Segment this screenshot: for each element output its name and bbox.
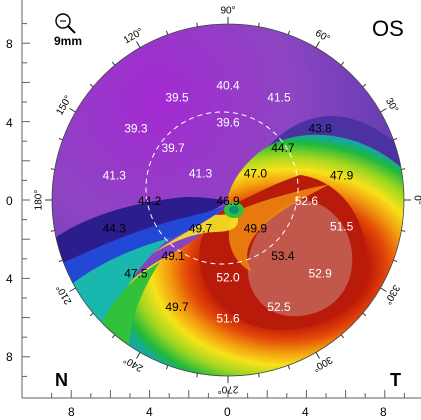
- degree-tick: [136, 41, 141, 48]
- keratometry-reading: 44.2: [138, 194, 162, 208]
- degree-tick: [111, 334, 116, 339]
- keratometry-reading: 40.4: [216, 78, 240, 92]
- degree-tick: [362, 312, 367, 317]
- degree-tick: [380, 108, 387, 113]
- keratometry-reading: 39.7: [161, 141, 185, 155]
- corner-label-temporal: T: [390, 370, 401, 390]
- keratometry-reading: 49.7: [189, 222, 213, 236]
- degree-tick: [165, 365, 169, 370]
- left-axis-tick: 4: [6, 272, 13, 286]
- zone-orange-ring: [228, 184, 330, 272]
- keratometry-reading: 52.5: [267, 300, 291, 314]
- keratometry-reading: 41.3: [189, 167, 213, 181]
- degree-tick: [58, 259, 63, 263]
- degree-label: 270°: [218, 383, 239, 394]
- bottom-axis-tick: 0: [224, 405, 231, 419]
- degree-tick: [401, 230, 406, 232]
- degree-label: 0°: [411, 195, 421, 205]
- degree-tick: [58, 137, 63, 141]
- degree-tick: [89, 83, 94, 88]
- bottom-axis-tick: 8: [68, 405, 75, 419]
- keratometry-reading: 39.5: [165, 90, 189, 104]
- keratometry-reading: 43.8: [308, 122, 332, 136]
- keratometry-reading: 47.5: [124, 267, 148, 281]
- keratometry-reading: 39.6: [216, 116, 240, 130]
- axis-minor-ticks: [22, 23, 405, 398]
- bottom-axis-tick: 8: [380, 405, 387, 419]
- degree-tick: [69, 287, 76, 292]
- degree-tick: [50, 168, 55, 170]
- zoom-label: 9mm: [54, 34, 82, 48]
- degree-tick: [136, 352, 141, 359]
- pupil-dashed-ring: [145, 111, 299, 265]
- left-axis-tick: 8: [6, 350, 13, 364]
- left-axis-tick: 4: [6, 116, 13, 130]
- keratometry-reading: 39.3: [124, 122, 148, 136]
- degree-tick: [401, 168, 406, 170]
- left-axis-tick: 0: [6, 194, 13, 208]
- degree-tick: [393, 137, 398, 141]
- degree-ticks: [45, 17, 411, 383]
- keratometry-reading: 49.9: [244, 222, 268, 236]
- keratometry-reading: 53.4: [271, 249, 295, 263]
- degree-tick: [89, 312, 94, 317]
- degree-tick: [315, 41, 320, 48]
- degree-tick: [50, 230, 55, 232]
- keratometry-reading: 51.6: [216, 312, 240, 326]
- degree-tick: [69, 108, 76, 113]
- degree-tick: [111, 61, 116, 66]
- degree-tick: [393, 259, 398, 263]
- degree-tick: [165, 30, 169, 35]
- keratometry-reading: 41.3: [103, 169, 127, 183]
- degree-tick: [287, 365, 291, 370]
- degree-tick: [287, 30, 291, 35]
- degree-label: 180°: [34, 190, 45, 211]
- keratometry-reading: 51.5: [330, 220, 354, 234]
- zoom-magnifier-icon[interactable]: [55, 13, 76, 34]
- keratometry-reading: 52.6: [295, 194, 319, 208]
- left-axis-tick: 8: [6, 37, 13, 51]
- degree-tick: [196, 373, 198, 378]
- topography-disc: [52, 24, 404, 376]
- degree-tick: [196, 22, 198, 27]
- band-blue-navy: [52, 197, 228, 320]
- degree-tick: [315, 352, 320, 359]
- keratometry-reading: 49.7: [165, 300, 189, 314]
- keratometry-readings: 40.4 39.5 41.5 39.3 39.6 43.8 39.7 44.7 41.3 41.3…: [103, 78, 354, 325]
- keratometry-reading: 52.0: [216, 271, 240, 285]
- bottom-axis-tick: 4: [302, 405, 309, 419]
- keratometry-reading: 44.3: [103, 222, 127, 236]
- keratometry-reading: 44.7: [271, 141, 295, 155]
- bottom-axis-tick: 4: [146, 405, 153, 419]
- degree-tick: [380, 287, 387, 292]
- zone-salmon-peak: [247, 200, 353, 317]
- degree-tick: [258, 22, 260, 27]
- degree-tick: [340, 61, 345, 66]
- corner-label-nasal: N: [55, 370, 68, 390]
- degree-tick: [362, 83, 367, 88]
- keratometry-reading: 41.5: [267, 90, 291, 104]
- degree-label: 90°: [220, 6, 235, 17]
- keratometry-reading: 47.9: [330, 169, 354, 183]
- keratometry-reading: 46.9: [216, 194, 240, 208]
- keratometry-reading: 52.9: [308, 267, 332, 281]
- keratometry-reading: 49.1: [161, 249, 185, 263]
- degree-tick: [258, 373, 260, 378]
- keratometry-reading: 47.0: [244, 167, 268, 181]
- eye-label: OS: [372, 16, 404, 41]
- zone-yellow-ring: [150, 214, 239, 255]
- apex-teal: [229, 206, 239, 214]
- degree-tick: [340, 334, 345, 339]
